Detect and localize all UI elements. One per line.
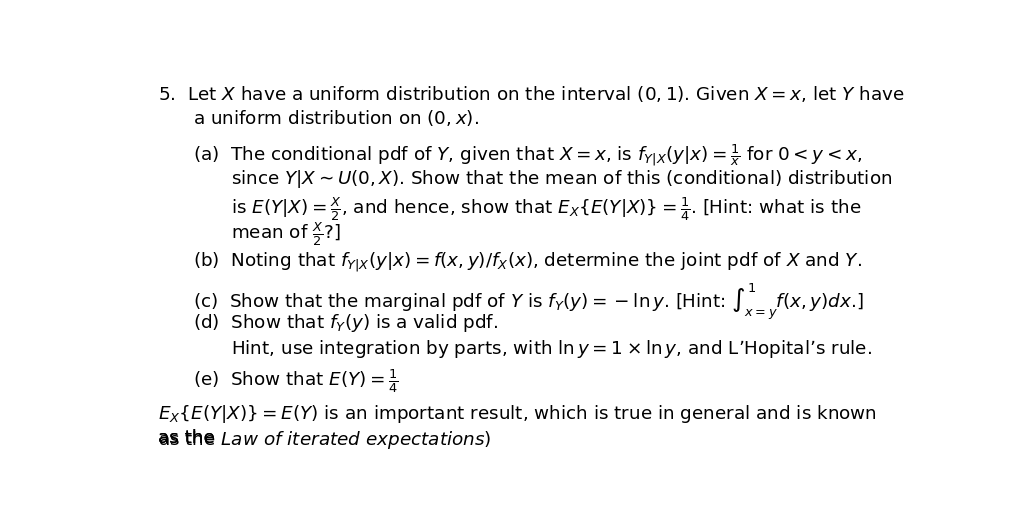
Text: (b)  Noting that $f_{Y|X}(y|x) = f(x,y)/f_X(x)$, determine the joint pdf of $X$ : (b) Noting that $f_{Y|X}(y|x) = f(x,y)/f… — [194, 251, 862, 274]
Text: (c)  Show that the marginal pdf of $Y$ is $f_Y(y) = -\ln y$. [Hint: $\int_{x=y}^: (c) Show that the marginal pdf of $Y$ is… — [194, 282, 863, 322]
Text: Hint, use integration by parts, with $\ln y = 1 \times \ln y$, and L’Hopital’s r: Hint, use integration by parts, with $\l… — [231, 338, 872, 360]
Text: as the: as the — [158, 429, 221, 447]
Text: as the $\mathit{Law\ of\ iterated\ expectations}$): as the $\mathit{Law\ of\ iterated\ expec… — [158, 429, 492, 451]
Text: (a)  The conditional pdf of $Y$, given that $X = x$, is $f_{Y|X}(y|x) = \frac{1}: (a) The conditional pdf of $Y$, given th… — [194, 142, 862, 168]
Text: since $Y|X \sim U(0, X)$. Show that the mean of this (conditional) distribution: since $Y|X \sim U(0, X)$. Show that the … — [231, 168, 893, 190]
Text: (d)  Show that $f_Y(y)$ is a valid pdf.: (d) Show that $f_Y(y)$ is a valid pdf. — [194, 312, 499, 335]
Text: mean of $\frac{X}{2}$?]: mean of $\frac{X}{2}$?] — [231, 220, 341, 248]
Text: as the: as the — [158, 429, 221, 447]
Text: is $E(Y|X) = \frac{X}{2}$, and hence, show that $E_X\{E(Y|X)\} = \frac{1}{4}$. [: is $E(Y|X) = \frac{X}{2}$, and hence, sh… — [231, 195, 861, 223]
Text: 5.  Let $X$ have a uniform distribution on the interval $(0,1)$. Given $X = x$, : 5. Let $X$ have a uniform distribution o… — [158, 84, 905, 104]
Text: (e)  Show that $E(Y) = \frac{1}{4}$: (e) Show that $E(Y) = \frac{1}{4}$ — [194, 367, 399, 395]
Text: a uniform distribution on $(0, x)$.: a uniform distribution on $(0, x)$. — [194, 107, 479, 128]
Text: $E_X\{E(Y|X)\} = E(Y)$ is an important result, which is true in general and is k: $E_X\{E(Y|X)\} = E(Y)$ is an important r… — [158, 403, 878, 425]
